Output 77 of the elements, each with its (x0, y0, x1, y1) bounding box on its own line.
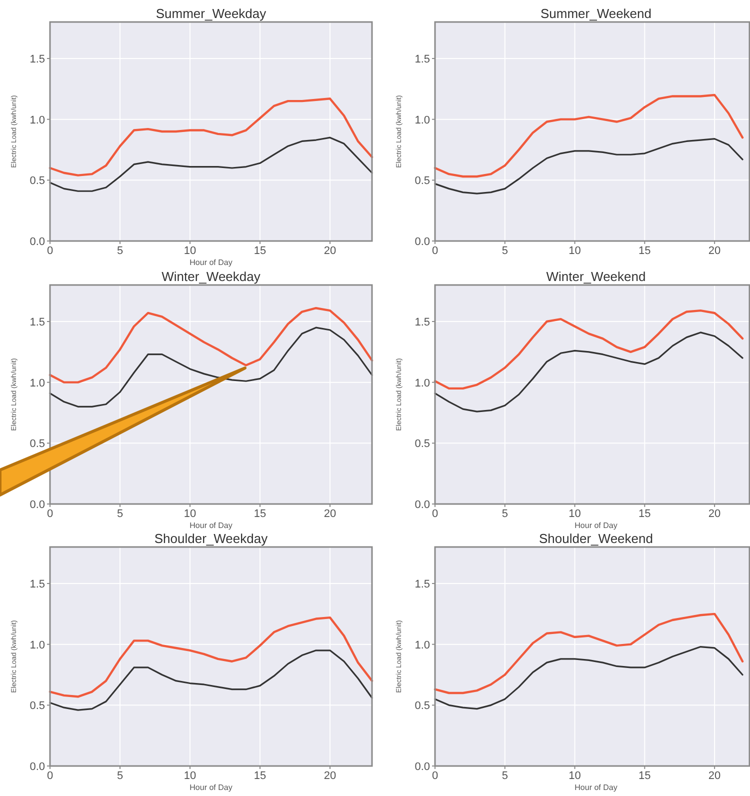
x-tick-label: 0 (432, 508, 438, 520)
x-tick-label: 15 (638, 245, 651, 257)
line-series (48, 98, 374, 176)
x-tick-label: 10 (568, 508, 581, 520)
y-tick-label: 1.0 (414, 114, 430, 126)
x-tick-label: 0 (46, 245, 54, 257)
x-axis-title: Hour of Day (190, 783, 232, 792)
x-tick-label: 20 (708, 508, 721, 520)
line-series (434, 94, 744, 178)
line-series (434, 646, 744, 710)
y-tick-label: 1.5 (414, 578, 430, 590)
y-tick-label: 0.0 (30, 236, 45, 248)
y-tick-label: 0.5 (30, 700, 45, 712)
chart-title: Winter_Weekday (162, 269, 261, 284)
y-tick-label: 0.0 (30, 761, 45, 773)
y-tick-label: 0.0 (30, 499, 45, 511)
line-series (434, 612, 744, 694)
y-tick-label: 1.0 (30, 377, 45, 390)
chart-title: Summer_Weekday (156, 6, 267, 21)
x-tick-label: 20 (324, 245, 336, 257)
x-tick-label: 0 (46, 770, 54, 782)
x-tick-label: 0 (46, 508, 54, 520)
line-series (49, 326, 373, 408)
x-tick-label: 20 (708, 770, 721, 782)
x-tick-label: 5 (116, 508, 124, 520)
x-tick-label: 10 (568, 245, 581, 257)
x-tick-label: 5 (502, 770, 508, 782)
x-tick-label: 5 (502, 508, 508, 520)
x-tick-label: 0 (432, 245, 438, 257)
x-tick-label: 15 (254, 770, 266, 782)
line-series (434, 332, 744, 412)
y-tick-label: 0.5 (30, 175, 45, 188)
y-tick-label: 1.5 (414, 316, 430, 328)
line-series (48, 307, 374, 384)
chart-title: Shoulder_Weekday (154, 531, 268, 546)
y-tick-label: 0.0 (414, 499, 430, 511)
x-axis-title: Hour of Day (190, 521, 232, 530)
x-tick-label: 20 (708, 245, 721, 257)
x-tick-label: 15 (638, 770, 651, 782)
y-tick-label: 0.0 (414, 236, 430, 248)
x-tick-label: 10 (184, 245, 196, 257)
y-tick-label: 0.5 (414, 700, 430, 712)
x-axis-title: Hour of Day (190, 258, 232, 267)
y-tick-label: 1.5 (30, 316, 45, 328)
x-tick-label: 5 (116, 770, 124, 782)
y-tick-label: 0.5 (414, 438, 430, 450)
y-tick-label: 1.5 (30, 578, 45, 590)
line-series (49, 650, 373, 711)
line-series (49, 136, 373, 192)
y-tick-label: 1.0 (414, 377, 430, 390)
x-tick-label: 5 (502, 245, 508, 257)
x-tick-label: 20 (324, 770, 336, 782)
x-tick-label: 15 (254, 245, 266, 257)
y-tick-label: 1.5 (30, 54, 45, 66)
y-tick-label: 1.0 (30, 639, 45, 652)
x-tick-label: 10 (184, 770, 196, 782)
x-axis-title: Hour of Day (574, 783, 618, 792)
x-tick-label: 15 (254, 508, 266, 520)
x-tick-label: 10 (568, 770, 581, 782)
x-tick-label: 0 (432, 770, 438, 782)
x-axis-title: Hour of Day (574, 521, 618, 530)
chart-title: Winter_Weekend (546, 269, 646, 284)
y-tick-label: 0.5 (30, 438, 45, 450)
x-tick-label: 10 (184, 508, 196, 520)
y-tick-label: 1.0 (414, 639, 430, 652)
chart-title: Shoulder_Weekend (539, 531, 653, 546)
chart-title: Summer_Weekend (540, 6, 652, 21)
y-tick-label: 1.5 (414, 54, 430, 66)
y-tick-label: 1.0 (30, 114, 45, 126)
y-tick-label: 0.0 (414, 761, 430, 773)
y-tick-label: 0.5 (414, 175, 430, 188)
x-tick-label: 15 (638, 508, 651, 520)
x-tick-label: 20 (324, 508, 336, 520)
line-series (434, 138, 744, 194)
x-tick-label: 5 (116, 245, 124, 257)
line-series (434, 309, 744, 390)
line-series (48, 616, 374, 698)
